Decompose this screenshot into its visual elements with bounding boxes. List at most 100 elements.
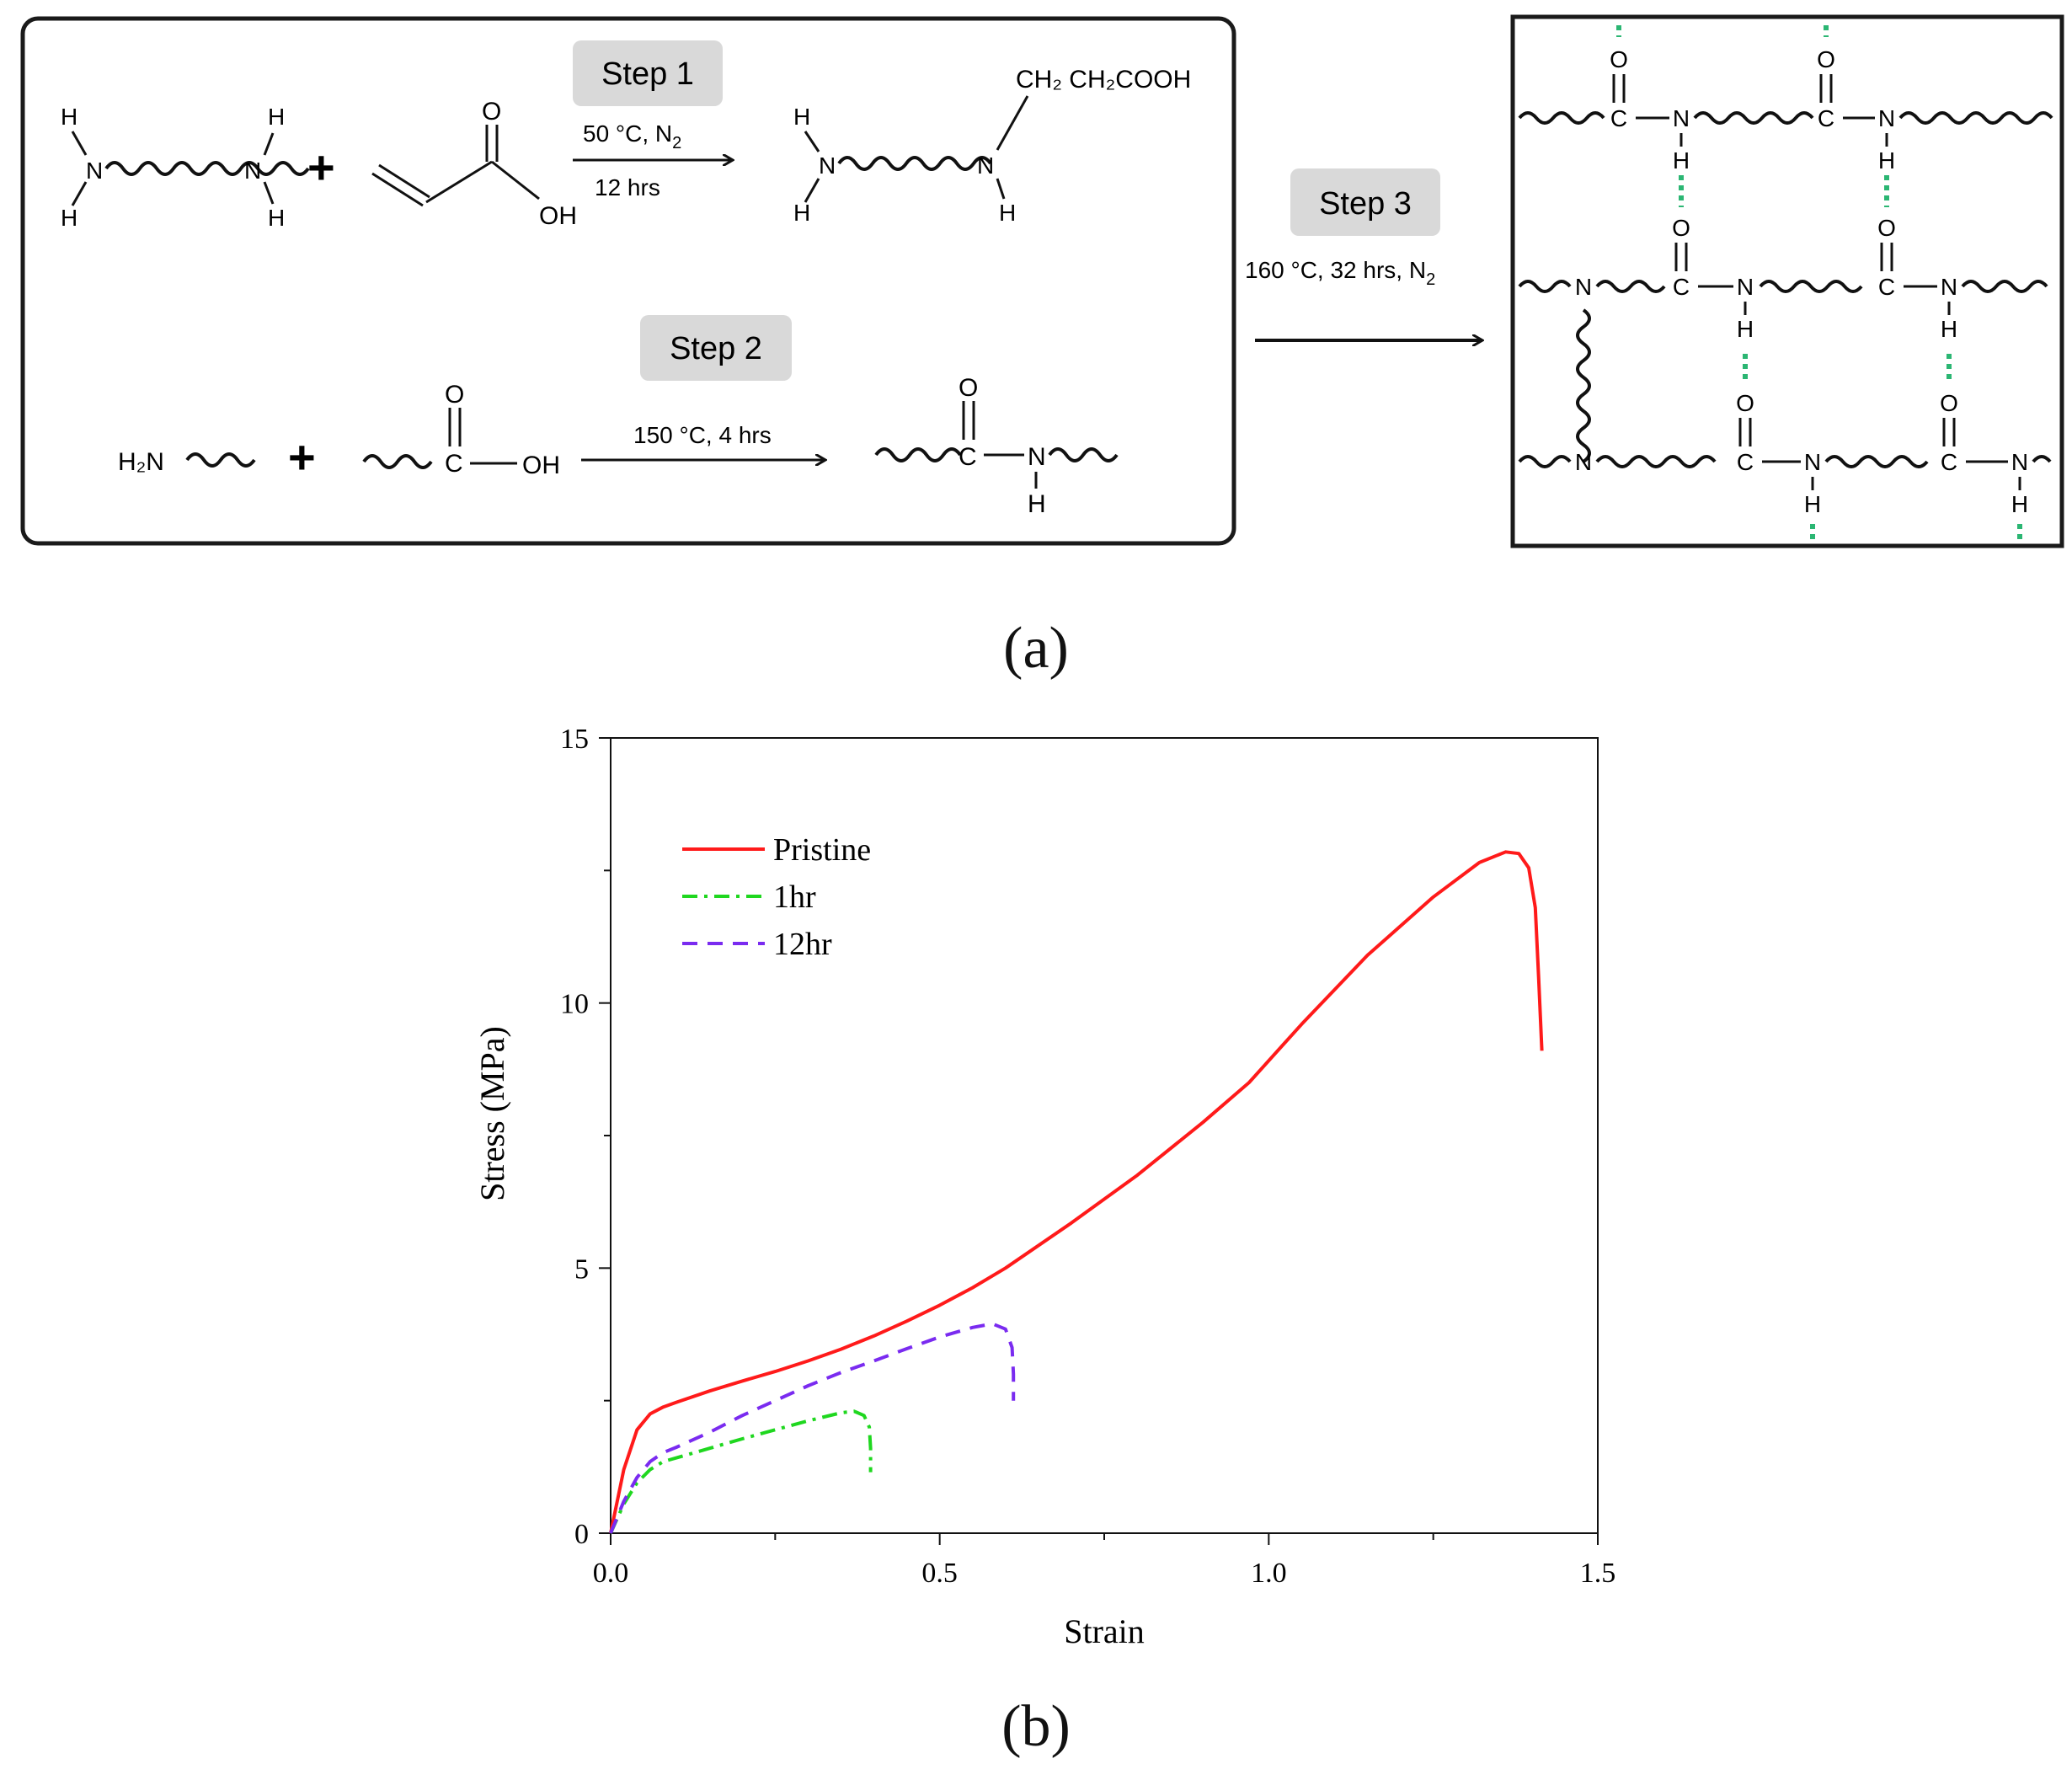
acrylic-acid: O OH — [371, 98, 577, 230]
svg-text:H: H — [61, 205, 77, 231]
svg-text:H: H — [61, 104, 77, 130]
scheme-frame — [20, 16, 1236, 546]
chart-series — [609, 850, 1544, 1534]
svg-text:N: N — [1028, 443, 1046, 471]
wavy-chain — [1961, 280, 2048, 293]
step1-condition-top: 50 °C, N2 — [583, 120, 681, 152]
step1-badge: Step 1 — [573, 40, 723, 106]
svg-text:N: N — [977, 152, 994, 179]
step3-badge: Step 3 — [1290, 168, 1440, 236]
atom-label: N — [1941, 274, 1957, 300]
atom-label: C — [1818, 105, 1834, 131]
wavy-chain — [1898, 111, 2053, 125]
y-tick-label: 15 — [560, 724, 589, 755]
svg-text:H: H — [793, 104, 810, 130]
atom-label: H — [1737, 316, 1754, 342]
wavy-chain — [1518, 111, 1605, 125]
x-axis-label: Strain — [1064, 1612, 1145, 1650]
atom-label: C — [1737, 449, 1754, 475]
svg-text:C: C — [959, 443, 977, 471]
wavy-chain — [1518, 455, 1572, 468]
atom-label: H — [1878, 147, 1895, 174]
svg-text:Step 3: Step 3 — [1319, 186, 1412, 222]
svg-text:N: N — [86, 158, 103, 184]
x-tick-label: 0.0 — [593, 1558, 629, 1589]
atom-label: O — [1940, 390, 1958, 416]
series-line-pristine — [609, 850, 1544, 1534]
svg-text:O: O — [482, 98, 501, 126]
atom-label: C — [1610, 105, 1627, 131]
panel-label-a: (a) — [1003, 616, 1069, 681]
atom-label: H — [1804, 491, 1821, 517]
x-tick-label: 0.5 — [921, 1558, 958, 1589]
y-tick-label: 10 — [560, 989, 589, 1020]
atom-label: C — [1941, 449, 1957, 475]
legend-label-1hr: 1hr — [773, 879, 816, 915]
svg-text:O: O — [445, 381, 464, 409]
svg-text:H: H — [999, 200, 1016, 226]
svg-text:Step 1: Step 1 — [601, 56, 694, 92]
svg-text:N: N — [244, 158, 261, 184]
x-tick-label: 1.0 — [1251, 1558, 1287, 1589]
plus-sign: + — [307, 141, 335, 194]
plot-frame — [610, 737, 1599, 1534]
atom-label: C — [1878, 274, 1895, 300]
step2-acid: C O OH — [362, 381, 560, 479]
atom-label: O — [1736, 390, 1754, 416]
reaction-scheme: H N H N H H + O OH Step 1 50 °C, N2 12 h… — [20, 14, 2064, 548]
step1-condition-bottom: 12 hrs — [595, 174, 660, 200]
x-tick-label: 1.5 — [1580, 1558, 1616, 1589]
svg-text:H: H — [268, 104, 285, 130]
atom-label: N — [1673, 105, 1690, 131]
crosslink-chain — [1576, 308, 1591, 463]
legend-label-12hr: 12hr — [773, 927, 832, 962]
wavy-chain — [1518, 280, 1572, 293]
step2-amine: H₂N — [118, 448, 256, 476]
series-line-12hr — [609, 1322, 1016, 1534]
atom-label: O — [1610, 46, 1628, 72]
atom-label: N — [2011, 449, 2028, 475]
atom-label: O — [1877, 215, 1896, 241]
svg-text:OH: OH — [539, 202, 577, 230]
svg-text:C: C — [445, 450, 463, 478]
step2-product-amide: C O N H — [874, 374, 1119, 518]
atom-label: N — [1878, 105, 1895, 131]
atom-label: H — [2011, 491, 2028, 517]
chart-axes: 0.0 0.5 1.0 1.5 0 5 10 15 — [560, 724, 1615, 1589]
atom-label: N — [1575, 274, 1592, 300]
step1-product: H N H N H CH₂ CH₂COOH — [793, 66, 1191, 226]
step3-condition: 160 °C, 32 hrs, N2 — [1245, 257, 1435, 289]
step2-condition: 150 °C, 4 hrs — [633, 422, 772, 448]
y-axis-label: Stress (MPa) — [473, 1026, 511, 1201]
wavy-chain — [1595, 455, 1717, 468]
wavy-chain — [1595, 280, 1666, 293]
step2-badge: Step 2 — [640, 315, 792, 381]
network-box — [1510, 14, 2064, 548]
svg-text:CH₂ CH₂COOH: CH₂ CH₂COOH — [1016, 66, 1191, 94]
wavy-chain — [1759, 280, 1863, 293]
atom-label: O — [1817, 46, 1835, 72]
wavy-chain — [837, 156, 992, 171]
svg-text:N: N — [819, 152, 836, 179]
atom-label: H — [1941, 316, 1957, 342]
y-tick-label: 5 — [574, 1253, 589, 1285]
atom-label: O — [1672, 215, 1690, 241]
chart-legend: Pristine 1hr 12hr — [682, 832, 871, 962]
legend-label-pristine: Pristine — [773, 832, 871, 868]
wavy-chain — [1824, 455, 1929, 468]
svg-text:H: H — [1028, 490, 1046, 518]
wavy-chain — [104, 161, 310, 176]
svg-text:H₂N: H₂N — [118, 448, 164, 476]
svg-text:OH: OH — [522, 452, 560, 479]
atom-label: N — [1737, 274, 1754, 300]
wavy-chain — [2032, 455, 2052, 463]
atom-label: C — [1673, 274, 1690, 300]
plus-sign-2: + — [288, 430, 316, 484]
wavy-chain — [1693, 111, 1814, 125]
atom-label: N — [1804, 449, 1821, 475]
svg-text:O: O — [959, 374, 978, 402]
svg-text:H: H — [793, 200, 810, 226]
atom-label: N — [1575, 449, 1592, 475]
svg-text:H: H — [268, 205, 285, 231]
